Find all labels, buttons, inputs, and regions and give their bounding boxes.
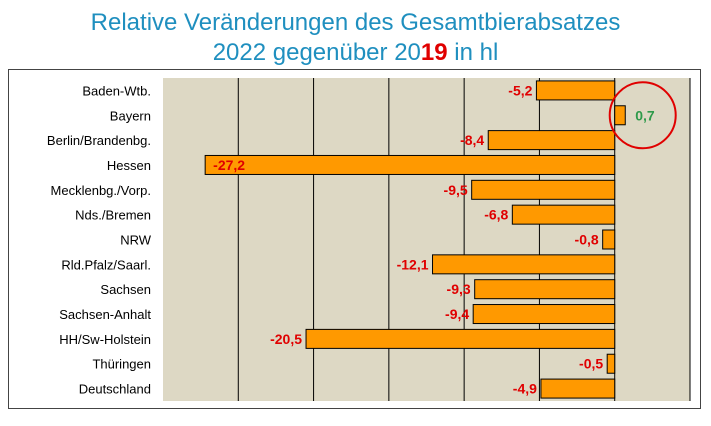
category-label: NRW xyxy=(120,233,152,248)
bar xyxy=(614,105,626,126)
data-label: -5,2 xyxy=(508,82,532,98)
category-label: Bayern xyxy=(110,108,151,123)
data-label: -6,8 xyxy=(484,207,508,223)
data-label: -8,4 xyxy=(460,132,484,148)
bar xyxy=(305,328,616,349)
data-label: -9,3 xyxy=(447,281,471,297)
category-label: HH/Sw-Holstein xyxy=(59,332,151,347)
category-label: Sachsen xyxy=(100,282,151,297)
data-label: -0,8 xyxy=(575,232,599,248)
category-label: Thüringen xyxy=(92,357,151,372)
chart-title-line-1: Relative Veränderungen des Gesamtbierabs… xyxy=(90,9,621,36)
title-year-highlight: 19 xyxy=(420,39,448,66)
data-label: -9,4 xyxy=(445,306,469,322)
bar xyxy=(535,80,616,101)
data-label: -27,2 xyxy=(213,157,245,173)
bar xyxy=(471,179,616,200)
bar xyxy=(540,378,616,399)
category-label: Deutschland xyxy=(79,382,151,397)
bar xyxy=(606,353,616,374)
bar xyxy=(432,254,616,275)
category-label: Sachsen-Anhalt xyxy=(59,307,151,322)
data-label: -9,5 xyxy=(444,182,468,198)
category-label: Baden-Wtb. xyxy=(82,83,151,98)
category-label: Mecklenbg./Vorp. xyxy=(51,183,151,198)
data-label: -4,9 xyxy=(513,381,537,397)
bar-chart: Baden-Wtb. -5,2 Bayern 0,7 Berlin/Brandenbg.… xyxy=(47,78,691,401)
bar xyxy=(204,154,616,175)
chart-title-line-2: 2022 gegenüber 2019 in hl xyxy=(0,39,711,67)
data-label: -0,5 xyxy=(579,356,603,372)
title-unit-suffix: in hl xyxy=(447,39,499,66)
category-label: Berlin/Brandenbg. xyxy=(47,133,151,148)
title-year-prefix: 2022 gegenüber 20 xyxy=(212,39,421,66)
highlight-circle xyxy=(608,81,677,150)
data-label: 0,7 xyxy=(635,107,655,123)
category-label: Nds./Bremen xyxy=(75,208,151,223)
category-label: Hessen xyxy=(107,158,151,173)
data-label: -20,5 xyxy=(270,331,302,347)
bar xyxy=(487,130,616,151)
data-label: -12,1 xyxy=(397,256,429,272)
bar xyxy=(474,279,616,300)
bar xyxy=(602,229,616,250)
bar xyxy=(472,304,616,325)
bar xyxy=(511,204,616,225)
category-label: Rld.Pfalz/Saarl. xyxy=(61,257,151,272)
